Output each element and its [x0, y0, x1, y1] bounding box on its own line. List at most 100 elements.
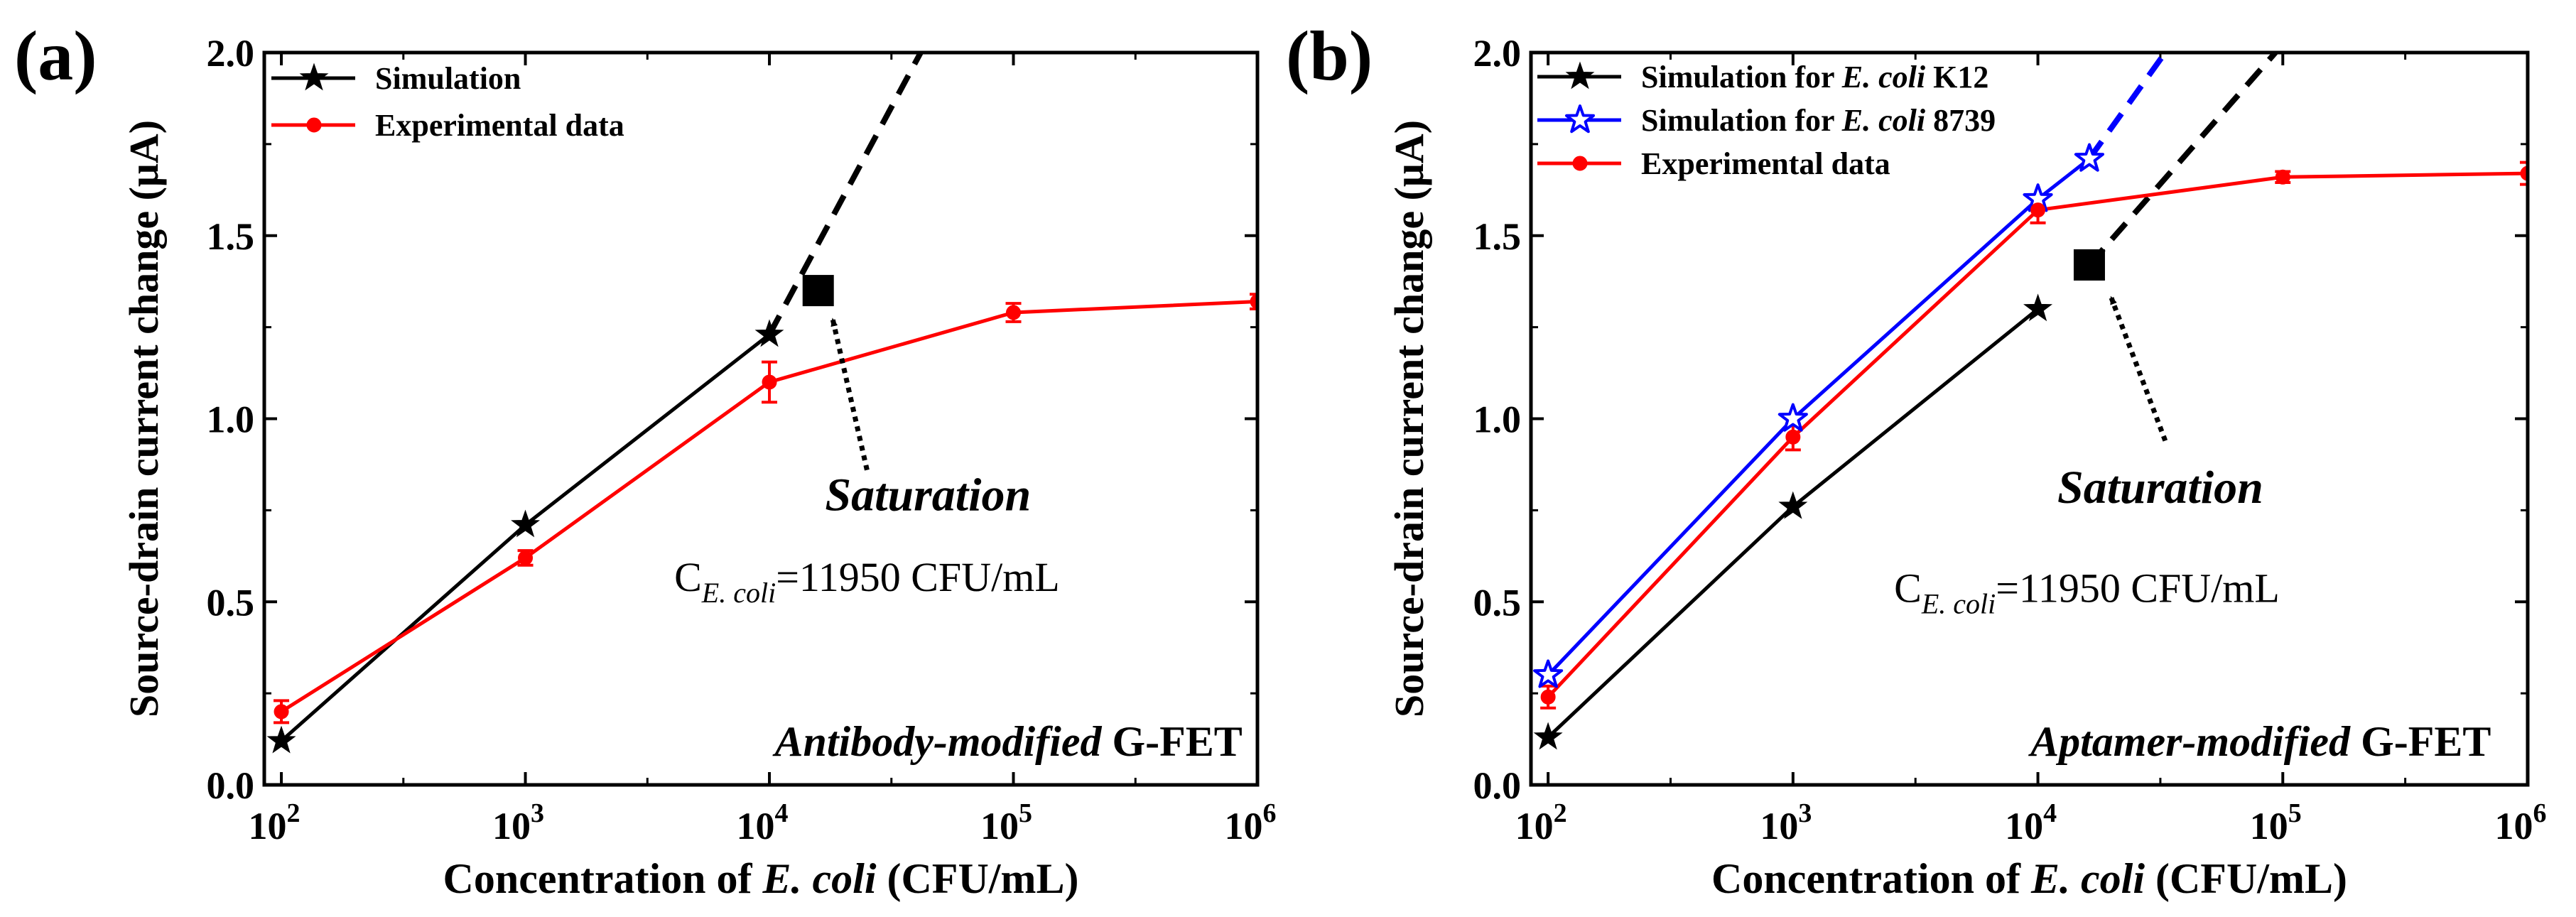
device-label-italic: Antibody-modified — [772, 718, 1112, 765]
saturation-marker — [803, 275, 834, 306]
saturation-arrow — [833, 320, 867, 470]
legend-label-text: K12 — [1925, 60, 1988, 94]
x-tick-exponent: 5 — [2288, 798, 2302, 828]
x-tick-exponent: 5 — [1019, 798, 1032, 828]
x-tick-label: 105 — [980, 798, 1032, 847]
device-label-bold: G-FET — [2361, 718, 2491, 765]
extension-line — [2089, 53, 2165, 158]
concentration-symbol: C — [674, 554, 702, 600]
y-tick-label: 2.0 — [207, 32, 255, 75]
legend-marker — [307, 118, 321, 132]
legend-label-italic: E. coli — [1841, 60, 1926, 94]
legend-label: Simulation — [375, 61, 521, 96]
series-line — [1548, 173, 2528, 697]
x-tick-label: 105 — [2250, 798, 2302, 847]
x-tick-base: 10 — [2250, 805, 2288, 847]
x-axis-label-text: Concentration of — [1711, 855, 2031, 902]
x-tick-label: 104 — [2005, 798, 2057, 847]
x-axis-label-italic: E. coli — [762, 855, 877, 902]
data-point — [2031, 203, 2045, 217]
panel-label: (b) — [1286, 16, 1373, 95]
x-axis-label-italic: E. coli — [2030, 855, 2145, 902]
y-axis-label: Source-drain current change (μA) — [1386, 120, 1432, 717]
x-tick-exponent: 4 — [2043, 798, 2057, 828]
y-tick-label: 1.5 — [1473, 215, 1522, 258]
concentration-subscript: E. coli — [701, 577, 776, 609]
x-tick-exponent: 4 — [775, 798, 789, 828]
legend-label: Simulation for E. coli K12 — [1641, 60, 1988, 94]
legend-label-text: Simulation for — [1641, 103, 1842, 138]
concentration-value: =11950 CFU/mL — [1996, 565, 2280, 611]
x-tick-exponent: 6 — [1263, 798, 1277, 828]
saturation-arrow — [2111, 298, 2165, 440]
device-label-bold: G-FET — [1112, 718, 1242, 765]
extension-line — [769, 53, 921, 335]
concentration-label: CE. coli=11950 CFU/mL — [1894, 565, 2280, 619]
x-axis-label-text: Concentration of — [443, 855, 763, 902]
x-tick-label: 102 — [249, 798, 301, 847]
x-tick-label: 104 — [737, 798, 789, 847]
x-tick-exponent: 3 — [1798, 798, 1812, 828]
legend-label: Experimental data — [1641, 146, 1890, 181]
device-label: Aptamer-modified G-FET — [2028, 718, 2491, 765]
legend-label: Experimental data — [375, 108, 624, 143]
plot-area — [268, 53, 1265, 752]
x-tick-base: 10 — [2495, 805, 2533, 847]
x-tick-base: 10 — [1225, 805, 1263, 847]
data-point — [1541, 690, 1555, 704]
y-tick-label: 0.5 — [1473, 581, 1522, 624]
legend-label-text: Simulation for — [1641, 60, 1842, 94]
y-axis-label: Source-drain current change (μA) — [121, 120, 167, 717]
x-tick-label: 106 — [1225, 798, 1277, 847]
saturation-label: Saturation — [825, 469, 1031, 521]
panel-label: (a) — [14, 16, 97, 95]
legend-marker — [1566, 63, 1593, 88]
concentration-subscript: E. coli — [1921, 587, 1996, 619]
device-label: Antibody-modified G-FET — [772, 718, 1242, 765]
extension-line — [2089, 53, 2275, 265]
legend-label-italic: E. coli — [1841, 103, 1926, 138]
concentration-value: =11950 CFU/mL — [776, 554, 1060, 600]
plot-frame — [264, 53, 1257, 785]
x-tick-base: 10 — [980, 805, 1019, 847]
x-tick-exponent: 3 — [531, 798, 544, 828]
data-point — [1007, 305, 1021, 320]
x-tick-base: 10 — [249, 805, 287, 847]
data-point — [274, 705, 288, 719]
concentration-symbol: C — [1894, 565, 1922, 611]
y-tick-label: 1.0 — [207, 398, 255, 441]
y-tick-label: 0.0 — [1473, 764, 1522, 807]
x-tick-label: 103 — [1760, 798, 1812, 847]
y-tick-label: 0.0 — [207, 764, 255, 807]
y-tick-label: 1.0 — [1473, 398, 1522, 441]
x-tick-base: 10 — [737, 805, 775, 847]
x-tick-label: 103 — [492, 798, 544, 847]
y-tick-label: 1.5 — [207, 215, 255, 258]
x-tick-exponent: 6 — [2533, 798, 2547, 828]
x-tick-base: 10 — [1515, 805, 1554, 847]
legend-label-text: Experimental data — [1641, 146, 1890, 181]
series-line — [281, 335, 769, 741]
x-tick-label: 106 — [2495, 798, 2547, 847]
y-tick-label: 0.5 — [207, 581, 255, 624]
data-point — [2275, 170, 2290, 184]
legend-marker — [1566, 106, 1593, 131]
legend-marker — [1573, 156, 1587, 170]
saturation-marker — [2074, 249, 2105, 281]
x-tick-exponent: 2 — [287, 798, 301, 828]
x-axis-label-units: (CFU/mL) — [877, 855, 1079, 902]
figure: (a)0.00.51.01.52.0102 103 104 105 106Concent… — [0, 0, 2576, 917]
y-tick-label: 2.0 — [1473, 32, 1522, 75]
concentration-label: CE. coli=11950 CFU/mL — [674, 554, 1060, 609]
x-axis-label: Concentration of E. coli (CFU/mL) — [1711, 855, 2347, 902]
x-axis-label-units: (CFU/mL) — [2145, 855, 2347, 902]
device-label-italic: Aptamer-modified — [2028, 718, 2361, 765]
x-tick-base: 10 — [492, 805, 531, 847]
data-point — [762, 375, 776, 389]
x-tick-base: 10 — [2005, 805, 2043, 847]
data-point — [1786, 430, 1800, 444]
x-tick-exponent: 2 — [1554, 798, 1567, 828]
series-line — [1548, 309, 2038, 737]
